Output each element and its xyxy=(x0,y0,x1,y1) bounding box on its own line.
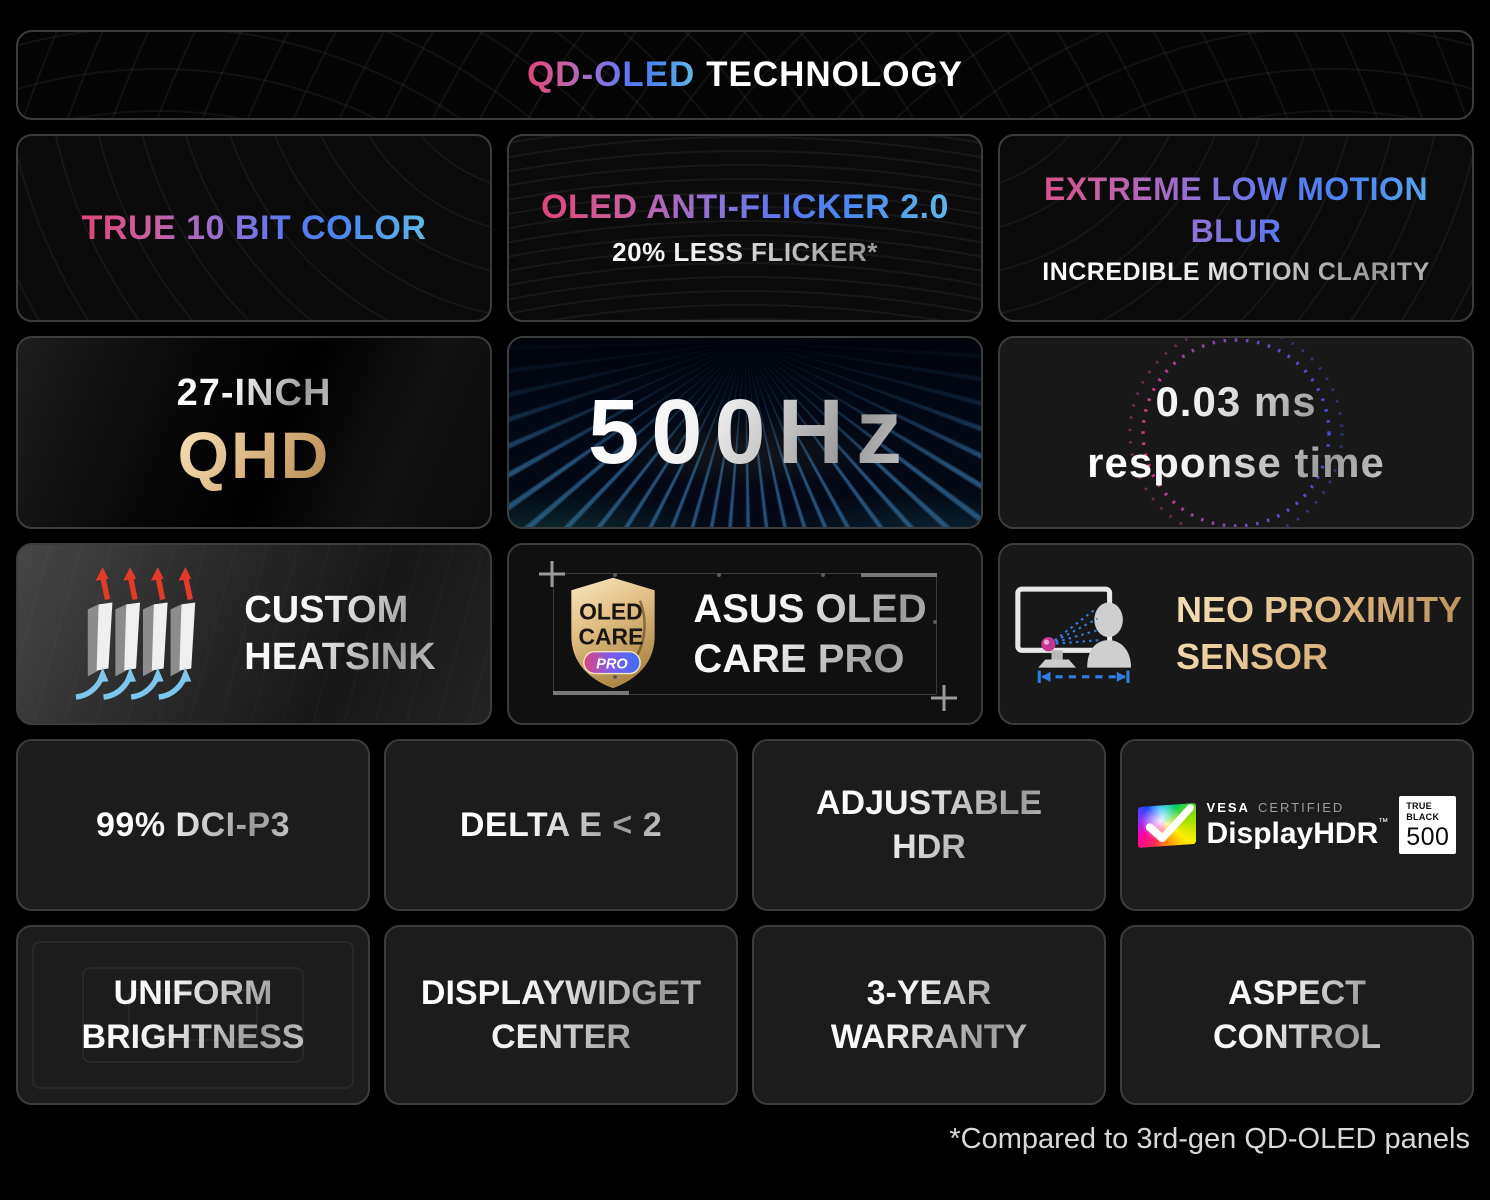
warranty-line2: WARRANTY xyxy=(830,1018,1028,1056)
tile-displaywidget-center: DISPLAYWIDGET CENTER xyxy=(384,925,738,1105)
tile-true-10-bit-color: TRUE 10 BIT COLOR xyxy=(16,134,492,322)
tile-response-time: 0.03 ms response time xyxy=(998,336,1474,529)
true-black-500-badge: TRUE BLACK 500 xyxy=(1399,796,1457,854)
panel-resolution-label: QHD xyxy=(177,418,331,492)
proximity-title: NEO PROXIMITY SENSOR xyxy=(1176,587,1462,681)
tile-refresh-rate: 500Hz xyxy=(507,336,983,529)
heatsink-title-line2: HEATSINK xyxy=(244,636,436,678)
hdr-level-value: 500 xyxy=(1406,822,1450,851)
tile-27-inch-qhd: 27-INCH QHD xyxy=(16,336,492,529)
response-time-label: response time xyxy=(1087,433,1385,494)
row-extras: UNIFORM BRIGHTNESS DISPLAYWIDGET CENTER … xyxy=(16,925,1474,1105)
badge-pro-label: PRO xyxy=(596,656,628,672)
row-color-accuracy: 99% DCI-P3 DELTA E < 2 ADJUSTABLE HDR VE… xyxy=(16,739,1474,911)
response-time-value: 0.03 ms xyxy=(1087,372,1385,433)
row-panel-specs: 27-INCH QHD 500Hz 0.03 ms response ti xyxy=(16,336,1474,529)
displayhdr-name: DisplayHDR xyxy=(1206,816,1379,850)
uniform-line2: BRIGHTNESS xyxy=(81,1018,305,1056)
vesa-text-block: VESA CERTIFIED DisplayHDR™ xyxy=(1207,800,1389,851)
uniform-brightness-title: UNIFORM BRIGHTNESS xyxy=(82,971,305,1059)
tile-aspect-control: ASPECT CONTROL xyxy=(1120,925,1474,1105)
elmb-title: EXTREME LOW MOTION BLUR xyxy=(1000,169,1472,252)
frame-decoration xyxy=(553,573,937,695)
displaywidget-line2: CENTER xyxy=(491,1018,631,1056)
tile-neo-proximity-sensor: NEO PROXIMITY SENSOR xyxy=(998,543,1474,725)
tile-vesa-displayhdr: VESA CERTIFIED DisplayHDR™ TRUE BLACK 50… xyxy=(1120,739,1474,911)
adjustable-hdr-line1: ADJUSTABLE xyxy=(815,783,1043,822)
dot-decoration xyxy=(933,619,937,624)
warranty-line1: 3-YEAR xyxy=(866,973,992,1012)
oled-care-title-line2: CARE PRO xyxy=(693,637,905,681)
adjustable-hdr-title: ADJUSTABLE HDR xyxy=(816,781,1042,869)
tile-extreme-low-motion-blur: EXTREME LOW MOTION BLUR INCREDIBLE MOTIO… xyxy=(998,134,1474,322)
page-title-white-part: TECHNOLOGY xyxy=(706,55,964,94)
displaywidget-title: DISPLAYWIDGET CENTER xyxy=(421,971,701,1059)
tile-uniform-brightness: UNIFORM BRIGHTNESS xyxy=(16,925,370,1105)
oled-care-pro-badge: OLED CARE PRO xyxy=(571,577,655,689)
dot-decoration xyxy=(612,675,617,679)
heatsink-title: CUSTOM HEATSINK xyxy=(244,587,435,682)
dot-decoration xyxy=(820,573,825,577)
displaywidget-line1: DISPLAYWIDGET xyxy=(420,973,702,1012)
crosshair-icon xyxy=(931,685,957,711)
panel-size-label: 27-INCH xyxy=(176,372,332,414)
crosshair-icon xyxy=(539,561,565,587)
certified-label: CERTIFIED xyxy=(1257,799,1345,815)
black-label: BLACK xyxy=(1406,811,1440,822)
tile-custom-heatsink: CUSTOM HEATSINK xyxy=(16,543,492,725)
proximity-title-line2: SENSOR xyxy=(1175,636,1329,677)
uniform-line1: UNIFORM xyxy=(113,973,273,1012)
page-title-gradient-part: QD-OLED xyxy=(526,55,696,94)
anti-flicker-title: OLED ANTI-FLICKER 2.0 xyxy=(541,188,949,226)
aspect-line2: CONTROL xyxy=(1212,1018,1382,1056)
proximity-sensor-icon xyxy=(1015,586,1132,683)
footnote: *Compared to 3rd-gen QD-OLED panels xyxy=(949,1123,1470,1155)
anti-flicker-subtitle: 20% LESS FLICKER* xyxy=(541,237,949,268)
banner: QD-OLED TECHNOLOGY xyxy=(16,30,1474,120)
row-color-features: TRUE 10 BIT COLOR OLED ANTI-FLICKER 2.0 … xyxy=(16,134,1474,322)
elmb-subtitle: INCREDIBLE MOTION CLARITY xyxy=(1000,258,1472,287)
page-title: QD-OLED TECHNOLOGY xyxy=(527,55,963,95)
tile-warranty: 3-YEAR WARRANTY xyxy=(752,925,1106,1105)
displayhdr-label: DisplayHDR™ xyxy=(1207,817,1389,851)
proximity-title-line1: NEO PROXIMITY xyxy=(1175,589,1463,631)
tile-oled-anti-flicker: OLED ANTI-FLICKER 2.0 20% LESS FLICKER* xyxy=(507,134,983,322)
heatsink-icon xyxy=(75,566,196,700)
aspect-control-title: ASPECT CONTROL xyxy=(1213,971,1381,1059)
dci-p3-title: 99% DCI-P3 xyxy=(96,805,290,844)
oled-care-title-line1: ASUS OLED xyxy=(693,587,927,631)
adjustable-hdr-line2: HDR xyxy=(892,828,966,866)
tile-dci-p3: 99% DCI-P3 xyxy=(16,739,370,911)
frame-bar-decoration xyxy=(861,573,937,577)
heatsink-title-line1: CUSTOM xyxy=(244,588,409,631)
oled-care-title: ASUS OLED CARE PRO xyxy=(693,584,926,684)
trademark-symbol: ™ xyxy=(1378,816,1389,828)
vesa-label: VESA xyxy=(1206,799,1250,815)
dot-decoration xyxy=(716,573,721,577)
true-10-bit-color-title: TRUE 10 BIT COLOR xyxy=(81,208,427,247)
warranty-title: 3-YEAR WARRANTY xyxy=(831,971,1027,1059)
delta-e-title: DELTA E < 2 xyxy=(459,805,663,844)
tile-asus-oled-care-pro: OLED CARE PRO ASUS OLED CARE PRO xyxy=(507,543,983,725)
true-label: TRUE xyxy=(1406,801,1432,812)
vesa-gamut-checkmark-icon xyxy=(1137,802,1196,848)
frame-bar-decoration xyxy=(553,691,629,695)
tile-delta-e: DELTA E < 2 xyxy=(384,739,738,911)
dot-decoration xyxy=(612,573,617,577)
badge-text-line1: OLED xyxy=(579,598,643,624)
aspect-line1: ASPECT xyxy=(1228,973,1366,1012)
refresh-rate-value: 500Hz xyxy=(576,380,914,485)
badge-text-line2: CARE xyxy=(579,623,644,649)
tile-adjustable-hdr: ADJUSTABLE HDR xyxy=(752,739,1106,911)
dotted-circle-decoration xyxy=(1128,338,1344,527)
page-title-rest xyxy=(695,55,706,94)
vesa-displayhdr-logo: VESA CERTIFIED DisplayHDR™ TRUE BLACK 50… xyxy=(1137,796,1457,854)
row-care-features: CUSTOM HEATSINK xyxy=(16,543,1474,725)
